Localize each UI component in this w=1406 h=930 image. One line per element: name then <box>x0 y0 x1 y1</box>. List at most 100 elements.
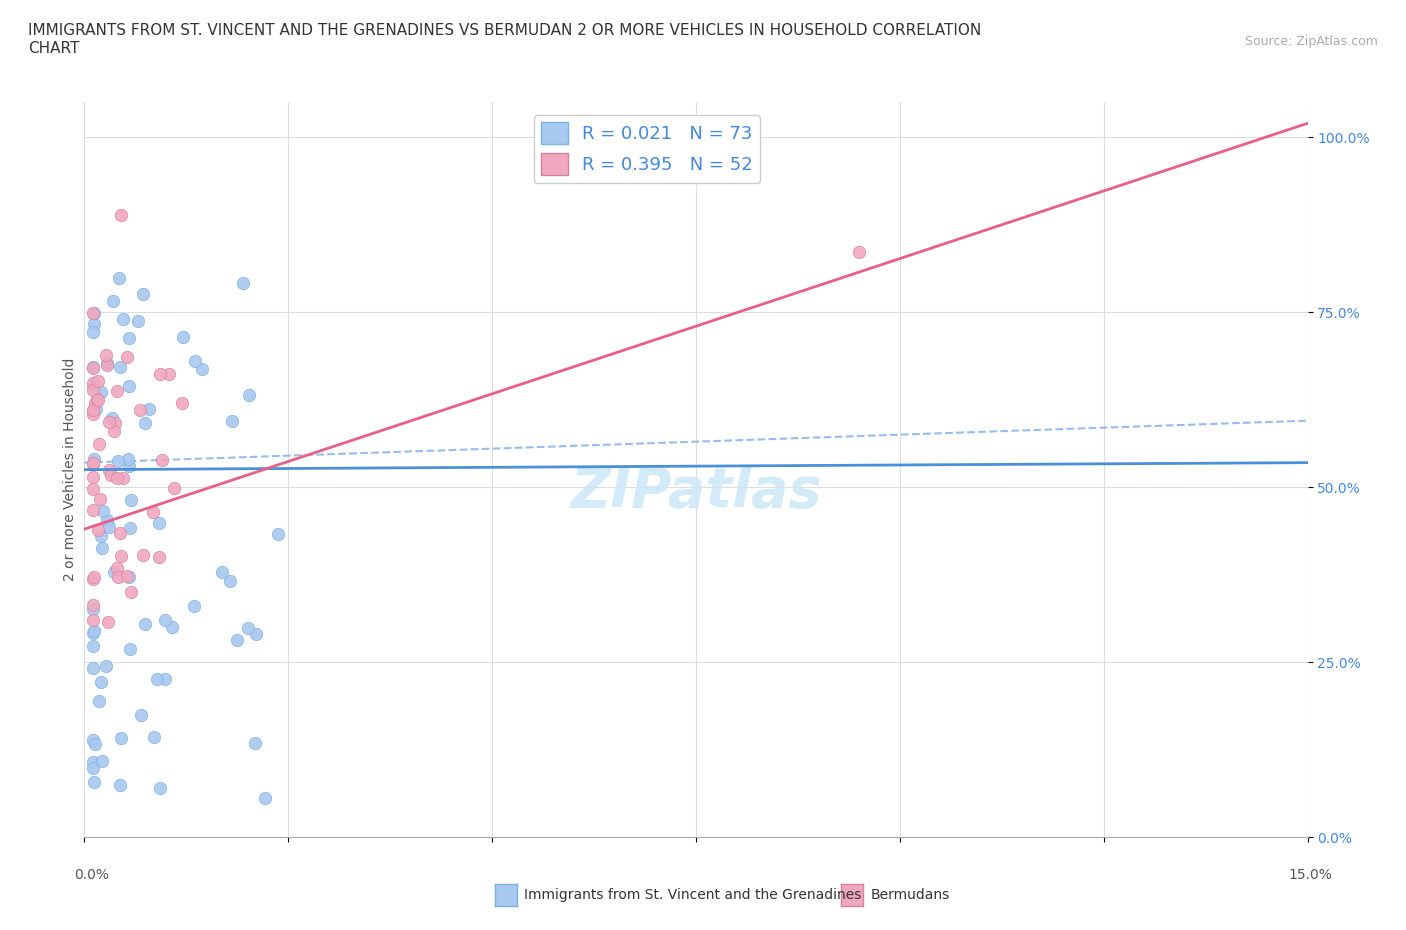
Point <box>163 480 186 495</box>
Point <box>111 471 134 485</box>
Point <box>160 619 183 634</box>
Point <box>101 294 124 309</box>
Point <box>83 775 105 790</box>
Point <box>82 732 104 747</box>
Point <box>83 451 105 466</box>
Point <box>105 471 128 485</box>
Point <box>110 730 132 745</box>
Point <box>183 353 205 368</box>
Point <box>105 383 128 398</box>
Point <box>117 452 139 467</box>
Point <box>90 675 112 690</box>
Point <box>83 623 105 638</box>
Point <box>155 671 177 686</box>
Point <box>148 550 170 565</box>
Point <box>107 570 129 585</box>
Text: Bermudans: Bermudans <box>870 887 949 902</box>
Point <box>238 388 260 403</box>
Point <box>120 521 142 536</box>
Point <box>103 565 125 579</box>
Point <box>149 781 172 796</box>
Point <box>84 402 107 417</box>
Point <box>103 423 125 438</box>
Point <box>82 598 104 613</box>
Point <box>134 416 156 431</box>
Point <box>82 625 104 640</box>
Point <box>82 613 104 628</box>
Point <box>82 456 104 471</box>
Point <box>82 639 104 654</box>
Point <box>89 491 111 506</box>
Point <box>82 306 104 321</box>
Point <box>96 513 118 528</box>
Point <box>91 753 114 768</box>
Point <box>82 379 104 394</box>
Point <box>82 754 104 769</box>
Point <box>82 602 104 617</box>
Point <box>82 572 104 587</box>
Point <box>97 415 120 430</box>
Point <box>107 453 129 468</box>
Point <box>105 561 128 576</box>
Point <box>120 492 142 507</box>
Point <box>87 392 110 407</box>
Text: Source: ZipAtlas.com: Source: ZipAtlas.com <box>1244 35 1378 48</box>
Point <box>82 406 104 421</box>
Point <box>134 617 156 631</box>
Point <box>82 470 104 485</box>
Point <box>127 313 149 328</box>
Point <box>101 410 124 425</box>
Point <box>87 694 110 709</box>
Point <box>82 359 104 374</box>
Point <box>120 584 142 599</box>
Point <box>82 457 104 472</box>
Point <box>108 525 131 540</box>
Point <box>245 736 267 751</box>
Point <box>82 482 104 497</box>
Point <box>183 599 205 614</box>
Point <box>112 312 135 326</box>
Point <box>110 549 132 564</box>
Point <box>87 523 110 538</box>
Point <box>132 286 155 301</box>
Point <box>138 402 160 417</box>
Point <box>226 632 249 647</box>
Point <box>83 569 105 584</box>
Point <box>155 613 177 628</box>
Text: Immigrants from St. Vincent and the Grenadines: Immigrants from St. Vincent and the Gren… <box>524 887 862 902</box>
Text: 15.0%: 15.0% <box>1288 868 1333 882</box>
Point <box>82 403 104 418</box>
Point <box>110 207 132 222</box>
Legend: R = 0.021   N = 73, R = 0.395   N = 52: R = 0.021 N = 73, R = 0.395 N = 52 <box>534 115 761 182</box>
Point <box>90 385 112 400</box>
Point <box>232 276 254 291</box>
Point <box>108 271 131 286</box>
Point <box>98 519 121 534</box>
Point <box>118 331 141 346</box>
Point <box>172 329 194 344</box>
Point <box>266 526 288 541</box>
Point <box>96 355 118 370</box>
Point <box>96 357 118 372</box>
Point <box>83 316 105 331</box>
Point <box>118 379 141 394</box>
Point <box>82 360 104 375</box>
Point <box>148 515 170 530</box>
Point <box>118 570 141 585</box>
Point <box>82 376 104 391</box>
Point <box>218 574 240 589</box>
Point <box>108 777 131 792</box>
Point <box>90 528 112 543</box>
Point <box>142 504 165 519</box>
Point <box>89 436 111 451</box>
Point <box>100 467 122 482</box>
Point <box>157 366 180 381</box>
Point <box>150 453 173 468</box>
Point <box>84 737 107 751</box>
Text: IMMIGRANTS FROM ST. VINCENT AND THE GRENADINES VS BERMUDAN 2 OR MORE VEHICLES IN: IMMIGRANTS FROM ST. VINCENT AND THE GREN… <box>28 23 981 56</box>
Point <box>146 671 169 686</box>
Point <box>82 502 104 517</box>
Point <box>128 403 150 418</box>
Point <box>118 458 141 473</box>
Point <box>236 620 259 635</box>
